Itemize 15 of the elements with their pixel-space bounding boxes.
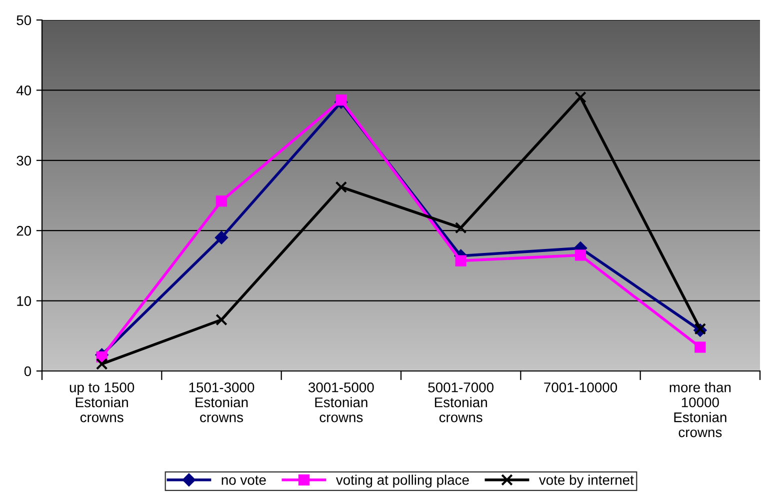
x-tick-label: up to 1500 Estonian crowns <box>70 382 134 422</box>
x-tick-label: 5001-7000 Estonian crowns <box>428 382 494 422</box>
y-tick-label: 30 <box>16 156 32 166</box>
y-tick-label: 20 <box>16 226 32 236</box>
x-tick-label: 7001-10000 <box>544 382 618 392</box>
y-tick-label: 40 <box>16 86 32 96</box>
y-tick-label: 10 <box>17 296 32 306</box>
legend-label: voting at polling place <box>336 474 469 488</box>
x-tick-label: more than 10000 Estonian crowns <box>670 382 731 438</box>
y-tick-label: 0 <box>24 366 32 376</box>
x-tick-label: 3001-5000 Estonian crowns <box>308 382 374 422</box>
legend-label: vote by internet <box>538 474 634 488</box>
x-tick-label: 1501-3000 Estonian crowns <box>189 382 254 422</box>
y-tick-label: 50 <box>16 15 32 26</box>
legend-label: no vote <box>222 476 266 485</box>
